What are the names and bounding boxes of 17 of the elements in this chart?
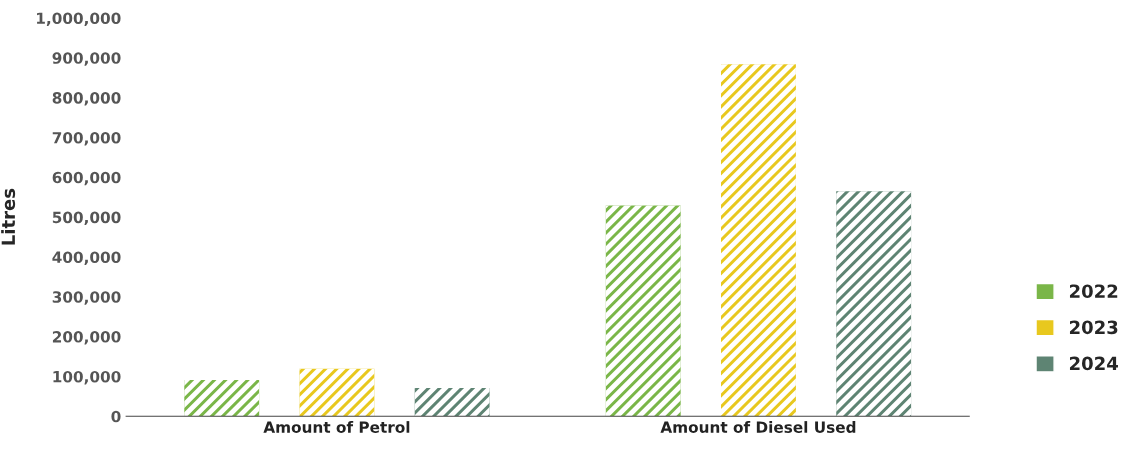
y-tick-label: 600,000: [52, 171, 121, 186]
y-tick-label: 200,000: [52, 331, 121, 345]
y-tick-label: 300,000: [52, 291, 121, 305]
y-tick-label: 700,000: [52, 131, 121, 146]
y-tick-label: 100,000: [53, 370, 121, 385]
y-tick-label: 500,000: [52, 211, 121, 226]
y-tick-label: 800,000: [52, 92, 121, 106]
x-tick-label: Amount of Petrol: [263, 421, 410, 433]
y-tick-label: 400,000: [52, 251, 121, 265]
y-tick-label: 900,000: [52, 52, 121, 66]
legend-label: 2024: [1069, 356, 1118, 371]
x-tick-label: Amount of Diesel Used: [660, 421, 856, 433]
y-tick-label: 1,000,000: [37, 12, 121, 26]
y-tick-label: 0: [111, 410, 121, 423]
y-axis-title: Litres: [1, 188, 16, 245]
legend-label: 2023: [1069, 320, 1118, 335]
legend-label: 2022: [1069, 284, 1118, 299]
